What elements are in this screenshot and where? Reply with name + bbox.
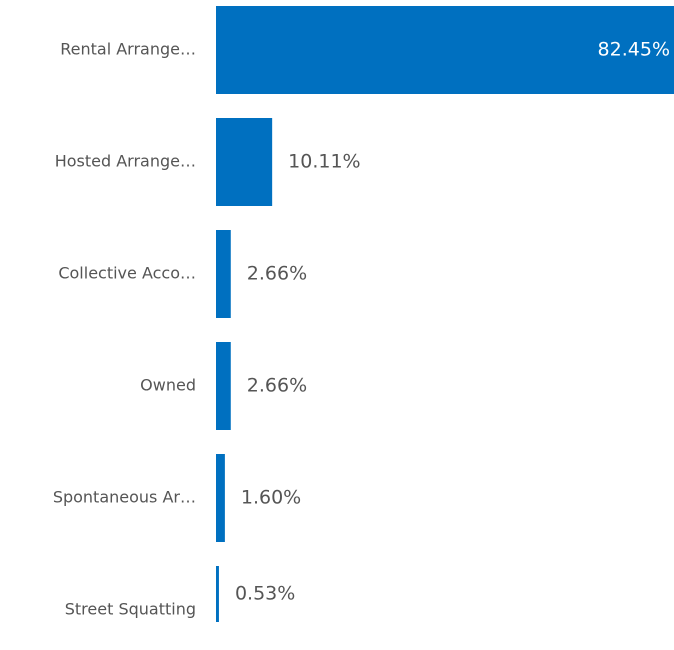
- category-label: Spontaneous Ar…: [53, 488, 196, 507]
- category-label: Rental Arrange…: [60, 40, 196, 59]
- category-label: Collective Acco…: [58, 264, 196, 283]
- bar: [216, 566, 219, 622]
- bar: [216, 342, 231, 430]
- value-label: 10.11%: [288, 151, 360, 173]
- value-label: 82.45%: [598, 39, 670, 61]
- bar: [216, 454, 225, 542]
- value-label: 2.66%: [247, 263, 307, 285]
- value-label: 2.66%: [247, 375, 307, 397]
- value-label: 0.53%: [235, 583, 295, 605]
- category-label: Hosted Arrange…: [55, 152, 196, 171]
- value-label: 1.60%: [241, 487, 301, 509]
- category-label: Street Squatting: [65, 600, 196, 619]
- category-label: Owned: [140, 376, 196, 395]
- bar: [216, 230, 231, 318]
- bar: [216, 6, 674, 94]
- bar: [216, 118, 273, 206]
